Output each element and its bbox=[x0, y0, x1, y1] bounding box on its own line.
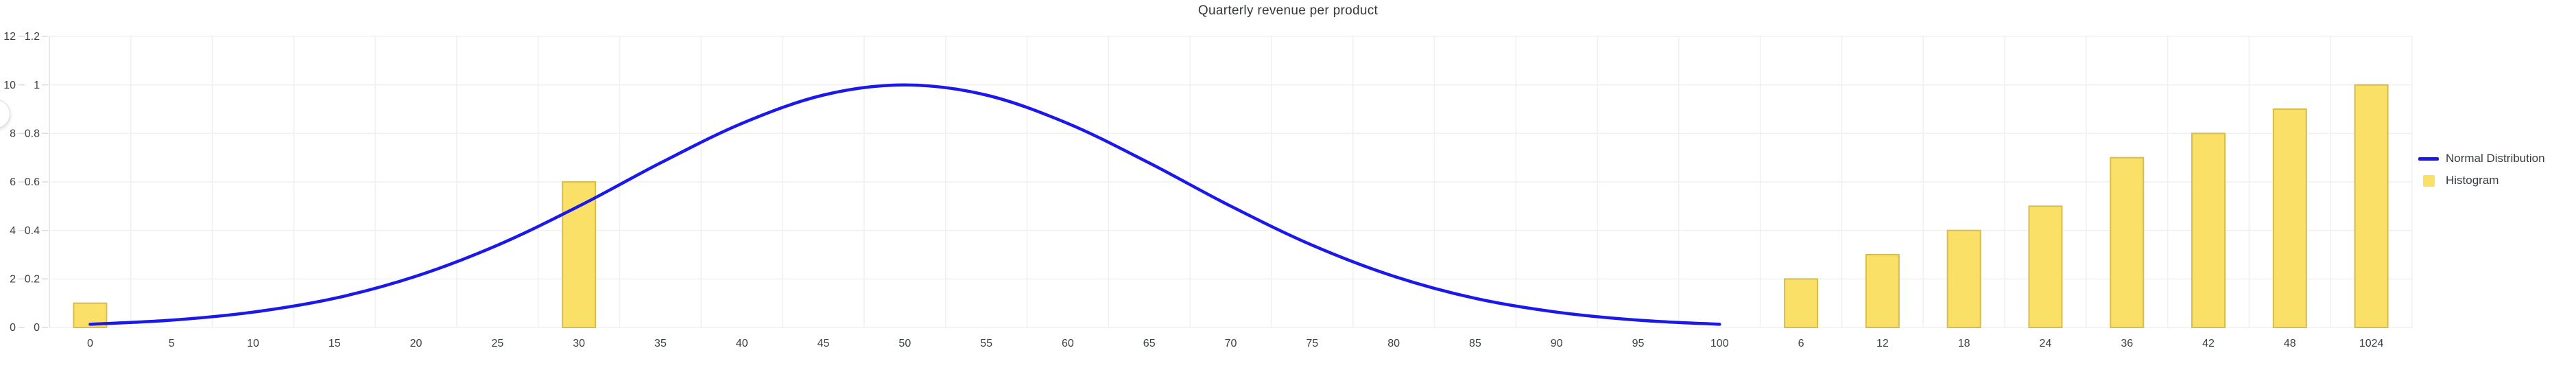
legend-item-normal-distribution[interactable]: Normal Distribution bbox=[2418, 150, 2545, 167]
y-axis-inner-labels: 1.2 1 0.8 0.6 0.4 0.2 0 bbox=[25, 31, 48, 334]
y-axis-outer-labels: 12 10 8 6 4 2 0 bbox=[3, 31, 25, 334]
x-axis-label: 70 bbox=[1225, 338, 1237, 349]
x-axis-label: 40 bbox=[736, 338, 748, 349]
x-axis-label: 25 bbox=[491, 338, 503, 349]
y-axis-label: 0.2 bbox=[25, 274, 40, 286]
y-axis-label: 0.8 bbox=[25, 128, 40, 140]
chart-title: Quarterly revenue per product bbox=[1197, 3, 1379, 18]
y-axis-label: 0.6 bbox=[25, 176, 40, 188]
legend-item-histogram[interactable]: Histogram bbox=[2418, 172, 2545, 189]
y-axis-label: 12 bbox=[3, 31, 16, 43]
histogram-bar[interactable] bbox=[562, 181, 597, 328]
x-axis-label: 50 bbox=[898, 338, 911, 349]
x-axis-label: 10 bbox=[247, 338, 259, 349]
x-axis-label: 15 bbox=[329, 338, 341, 349]
x-axis-label: 85 bbox=[1469, 338, 1481, 349]
x-axis-labels: 0 5 10 15 20 25 30 35 40 45 50 55 60 65 70 75 80 85 90 95 10… bbox=[87, 338, 2384, 349]
x-axis-label: 6 bbox=[1798, 338, 1804, 349]
x-axis-label: 65 bbox=[1143, 338, 1156, 349]
x-axis-label: 36 bbox=[2121, 338, 2133, 349]
histogram-bar[interactable] bbox=[1784, 278, 1819, 329]
legend-label: Histogram bbox=[2446, 174, 2499, 187]
normal-distribution-line[interactable] bbox=[88, 83, 1721, 326]
x-axis-label: 1024 bbox=[2359, 338, 2384, 349]
histogram-bar[interactable] bbox=[1865, 254, 1900, 328]
x-axis-label: 90 bbox=[1551, 338, 1563, 349]
y-axis-label: 2 bbox=[10, 274, 16, 286]
y-axis-label: 1.2 bbox=[25, 31, 40, 43]
x-axis-label: 12 bbox=[1876, 338, 1889, 349]
y-axis-label: 0 bbox=[34, 322, 40, 334]
legend: Normal Distribution Histogram bbox=[2418, 150, 2545, 189]
histogram-bar[interactable] bbox=[2028, 205, 2063, 329]
histogram-bars bbox=[73, 84, 2389, 329]
x-axis-label: 55 bbox=[980, 338, 992, 349]
x-axis-label: 60 bbox=[1062, 338, 1074, 349]
legend-label: Normal Distribution bbox=[2446, 152, 2545, 165]
x-axis-label: 0 bbox=[87, 338, 93, 349]
x-axis-label: 30 bbox=[573, 338, 585, 349]
line-swatch-icon bbox=[2418, 157, 2439, 161]
histogram-bar[interactable] bbox=[1946, 229, 1981, 328]
y-axis-label: 6 bbox=[10, 176, 16, 188]
x-axis-label: 80 bbox=[1387, 338, 1400, 349]
x-axis-label: 75 bbox=[1306, 338, 1318, 349]
x-axis-label: 35 bbox=[654, 338, 667, 349]
y-axis-label: 1 bbox=[34, 80, 40, 91]
x-axis-label: 5 bbox=[169, 338, 175, 349]
bar-swatch-icon bbox=[2423, 174, 2435, 187]
y-axis-label: 8 bbox=[10, 128, 16, 140]
x-axis-label: 95 bbox=[1632, 338, 1645, 349]
histogram-bar[interactable] bbox=[2191, 132, 2226, 328]
x-axis-label: 45 bbox=[818, 338, 830, 349]
x-axis-label: 42 bbox=[2202, 338, 2215, 349]
histogram-bar[interactable] bbox=[2354, 84, 2389, 329]
x-axis-label: 20 bbox=[410, 338, 422, 349]
y-axis-label: 10 bbox=[3, 80, 16, 91]
x-axis-label: 18 bbox=[1958, 338, 1970, 349]
histogram-bar[interactable] bbox=[2110, 157, 2145, 328]
gridlines bbox=[49, 36, 2413, 328]
x-axis-label: 24 bbox=[2040, 338, 2052, 349]
x-axis-label: 48 bbox=[2284, 338, 2296, 349]
histogram-bar[interactable] bbox=[2272, 108, 2307, 328]
y-axis-label: 4 bbox=[10, 225, 16, 237]
y-axis-label: 0 bbox=[10, 322, 16, 334]
x-axis-label: 100 bbox=[1710, 338, 1729, 349]
y-axis-label: 0.4 bbox=[25, 225, 40, 237]
